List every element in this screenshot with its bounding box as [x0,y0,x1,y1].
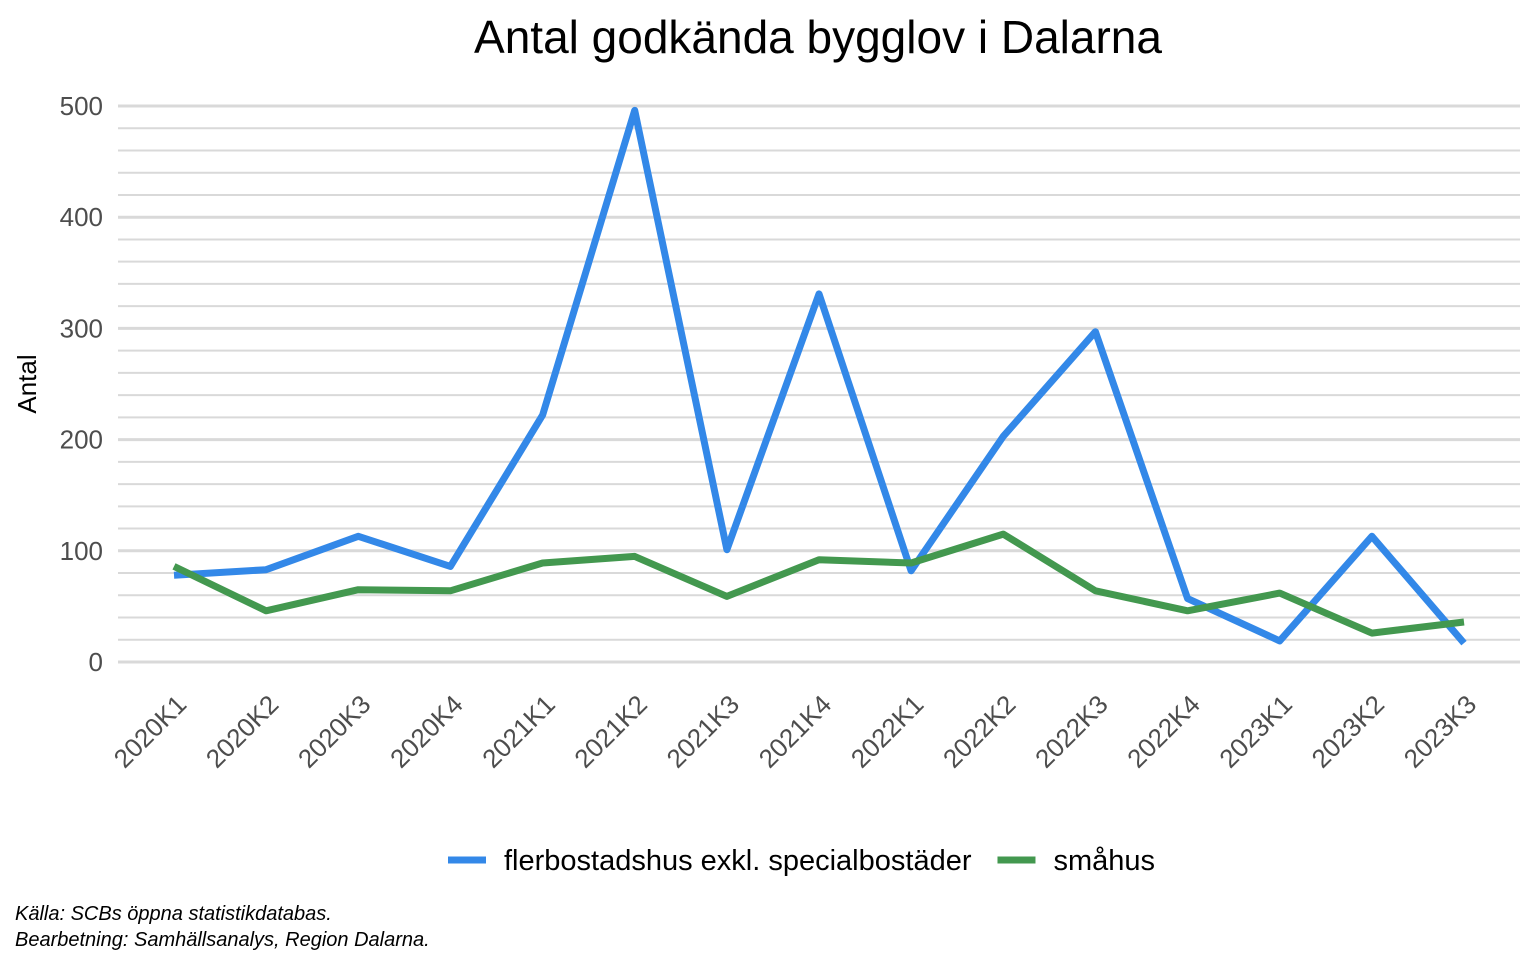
series-line-2 [172,530,1465,637]
caption-source: Källa: SCBs öppna statistikdatabas. [15,903,332,925]
series-line-1 [173,106,1467,646]
x-tick-label: 2023K2 [1305,689,1390,774]
legend: flerbostadshus exkl. specialbostäder småh… [448,845,1155,877]
y-tick-label: 100 [60,536,103,566]
y-tick-label: 200 [60,425,103,455]
x-tick-label: 2023K3 [1398,689,1483,774]
chart-title: Antal godkända bygglov i Dalarna [474,11,1162,63]
y-tick-label: 0 [89,647,103,677]
x-tick-label: 2022K1 [845,689,930,774]
y-axis-ticks: 0 100 200 300 400 500 [60,91,103,677]
x-axis-ticks: 2020K1 2020K2 2020K3 2020K4 2021K1 2021K2 2021… [108,689,1483,774]
x-tick-label: 2021K4 [753,689,838,774]
x-tick-label: 2022K4 [1121,689,1206,774]
caption-processing: Bearbetning: Samhällsanalys, Region Dala… [15,929,430,951]
series-lines [172,106,1467,646]
x-tick-label: 2022K2 [937,689,1022,774]
x-tick-label: 2023K1 [1213,689,1298,774]
x-tick-label: 2020K4 [384,689,469,774]
x-tick-label: 2020K2 [200,689,285,774]
y-axis-label: Antal [12,354,42,413]
grid [118,104,1520,664]
y-tick-label: 500 [60,91,103,121]
x-tick-label: 2020K3 [292,689,377,774]
x-tick-label: 2021K3 [660,689,745,774]
legend-label-2: småhus [1053,845,1155,877]
y-tick-label: 300 [60,313,103,343]
x-tick-label: 2020K1 [108,689,193,774]
y-tick-label: 400 [60,202,103,232]
x-tick-label: 2022K3 [1029,689,1114,774]
x-tick-label: 2021K1 [476,689,561,774]
legend-label-1: flerbostadshus exkl. specialbostäder [504,845,972,877]
x-tick-label: 2021K2 [568,689,653,774]
